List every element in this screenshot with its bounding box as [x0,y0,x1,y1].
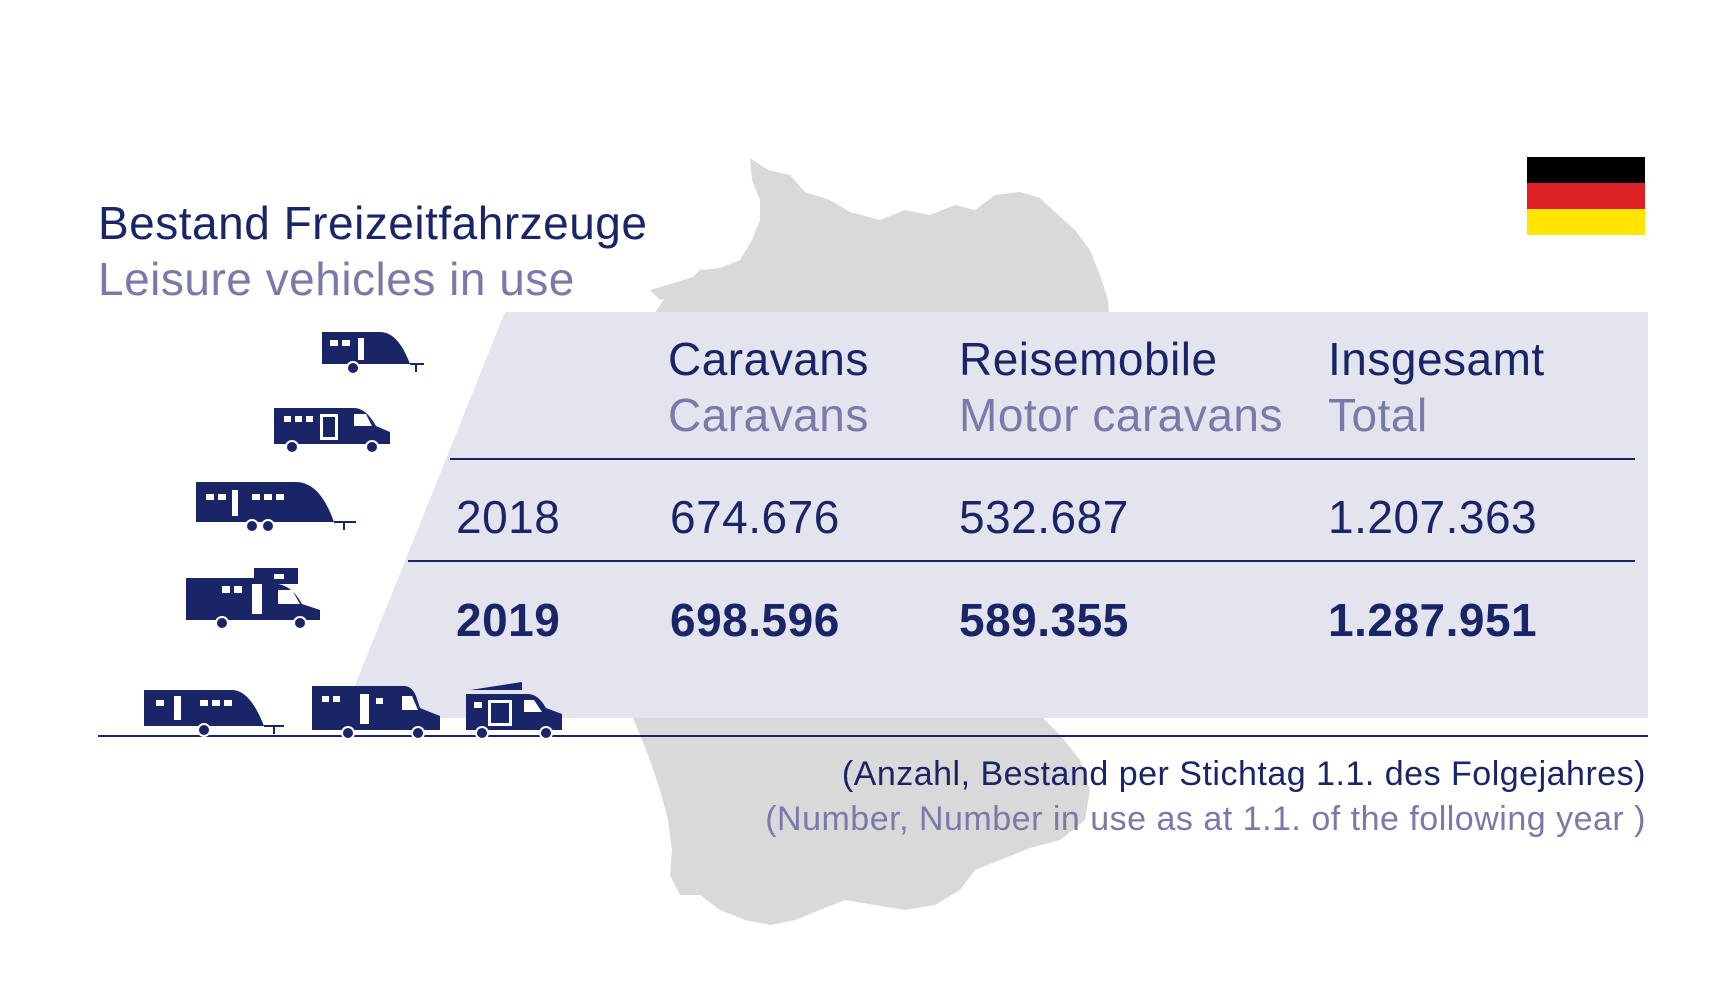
cell-2018-caravans: 674.676 [670,491,840,543]
chart-title: Bestand Freizeitfahrzeuge [98,197,648,249]
flag-stripe-gold [1527,209,1645,235]
germany-flag-icon [1527,157,1645,235]
cell-2018-total: 1.207.363 [1328,491,1538,543]
flag-stripe-red [1527,183,1645,209]
baseline-rule [98,735,1648,737]
twin-axle-caravan-icon [196,482,356,533]
column-header-total-de: Insgesamt [1328,333,1545,385]
column-header-motorhomes-en: Motor caravans [959,389,1284,441]
cell-2019-motorhomes: 589.355 [959,594,1129,646]
row-year-2019: 2019 [456,594,561,646]
footnote-de: (Anzahl, Bestand per Stichtag 1.1. des F… [841,755,1646,793]
column-header-motorhomes-de: Reisemobile [959,333,1218,385]
flag-stripe-black [1527,157,1645,183]
column-header-total-en: Total [1328,389,1428,441]
header-divider [450,458,1635,460]
cell-2019-caravans: 698.596 [670,594,840,646]
row-divider [408,560,1635,562]
campervan-icon [466,682,562,740]
column-header-caravans-de: Caravans [668,333,869,385]
footnote-en: (Number, Number in use as at 1.1. of the… [765,800,1646,838]
alcove-motorhome-icon [186,568,320,630]
cell-2018-motorhomes: 532.687 [959,491,1129,543]
chart-subtitle: Leisure vehicles in use [98,253,575,305]
caravan-icon [322,332,424,375]
caravan-icon [144,690,284,737]
row-year-2018: 2018 [456,491,561,543]
column-header-caravans-en: Caravans [668,389,869,441]
van-icon [274,408,390,454]
cell-2019-total: 1.287.951 [1328,594,1538,646]
motorhome-icon [312,686,440,740]
